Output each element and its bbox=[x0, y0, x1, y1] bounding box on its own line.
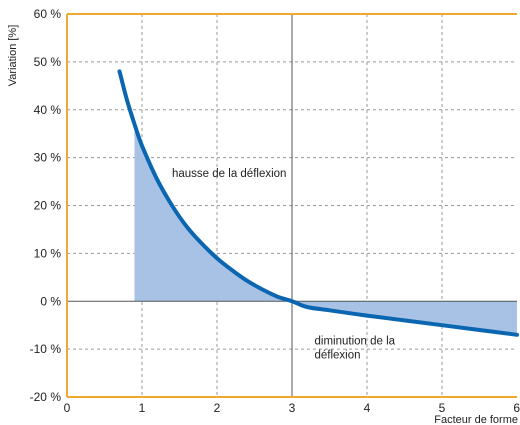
annotation-label: hausse de la déflexion bbox=[172, 168, 286, 180]
annotation-label: diminution de la déflexion bbox=[315, 335, 396, 361]
x-axis-ticks: 0 1 2 3 4 5 6 bbox=[64, 401, 520, 415]
x-tick-label: 3 bbox=[289, 401, 296, 415]
y-tick-label: 0 % bbox=[40, 294, 61, 308]
x-tick-label: 6 bbox=[513, 401, 520, 415]
y-axis-title: Variation [%] bbox=[7, 25, 19, 87]
y-tick-label: 30 % bbox=[34, 151, 62, 165]
x-tick-label: 5 bbox=[439, 401, 446, 415]
y-tick-label: 50 % bbox=[34, 55, 62, 69]
x-tick-label: 1 bbox=[139, 401, 146, 415]
y-tick-label: 10 % bbox=[34, 246, 62, 260]
x-tick-label: 2 bbox=[214, 401, 221, 415]
annotations: hausse de la déflexion diminution de la dé… bbox=[172, 168, 396, 362]
y-axis-ticks: -20 % -10 % 0 % 10 % 20 % 30 % 40 % 50 % 60 % bbox=[30, 7, 62, 404]
y-tick-label: -10 % bbox=[30, 342, 62, 356]
x-tick-label: 4 bbox=[364, 401, 371, 415]
x-axis-title: Facteur de forme bbox=[434, 414, 518, 425]
y-tick-label: 20 % bbox=[34, 199, 62, 213]
y-tick-label: 60 % bbox=[34, 7, 62, 21]
x-tick-label: 0 bbox=[64, 401, 71, 415]
series-line bbox=[117, 69, 519, 337]
shaded-area bbox=[134, 124, 517, 335]
axes bbox=[66, 13, 517, 398]
y-tick-label: -20 % bbox=[30, 390, 62, 404]
y-tick-label: 40 % bbox=[34, 103, 62, 117]
